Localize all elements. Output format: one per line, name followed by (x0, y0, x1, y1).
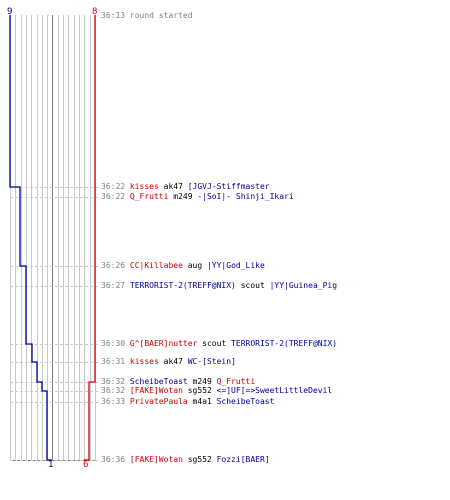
killer-name: kisses (129, 182, 159, 191)
weapon-name: scout (197, 339, 232, 348)
event-time: 36:13 (101, 11, 130, 20)
kill-event: 36:32 [FAKE]Wotan sg552 <=]UF[=>SweetLit… (101, 386, 332, 396)
blue-top-count: 9 (7, 7, 13, 17)
kill-event: 36:30 G^[BAER]nutter scout TERRORIST-2(T… (101, 339, 337, 349)
red-bottom-count: 6 (83, 460, 89, 470)
event-time: 36:22 (101, 182, 130, 191)
kill-event: 36:31 kisses ak47 WC-[Stein] (101, 357, 236, 367)
event-time: 36:32 (101, 377, 130, 386)
killer-name: [FAKE]Wotan (129, 386, 183, 395)
weapon-name: m249 (168, 192, 198, 201)
kill-event: 36:27 TERRORIST-2(TREFF@NIX) scout |YY|G… (101, 281, 337, 291)
round-start-event: 36:13 round started (101, 11, 193, 21)
kill-event: 36:22 Q_Frutti m249 -|SoI|- Shinji_Ikari (101, 192, 294, 202)
weapon-name: aug (182, 261, 207, 270)
red-top-count: 8 (92, 7, 98, 17)
kill-event: 36:33 PrivatePaula m4a1 ScheibeToast (101, 397, 274, 407)
victim-name: TERRORIST-2(TREFF@NIX) (231, 339, 338, 348)
event-time: 36:33 (101, 397, 130, 406)
blue-bottom-count: 1 (48, 460, 54, 470)
event-time: 36:27 (101, 281, 130, 290)
victim-name: |YY|Guinea_Pig (269, 281, 338, 290)
weapon-name: ak47 (158, 357, 188, 366)
victim-name: |YY|God_Like (206, 261, 265, 270)
killer-name: kisses (129, 357, 159, 366)
killer-name: ScheibeToast (129, 377, 188, 386)
killer-name: CC|Killabee (129, 261, 183, 270)
event-time: 36:30 (101, 339, 130, 348)
event-text: round started (129, 11, 193, 20)
kill-event: 36:22 kisses ak47 [JGVJ-Stiffmaster (101, 182, 270, 192)
event-time: 36:26 (101, 261, 130, 270)
weapon-name: scout (235, 281, 270, 290)
weapon-name: ak47 (158, 182, 188, 191)
killer-name: G^[BAER]nutter (129, 339, 198, 348)
killer-name: Q_Frutti (129, 192, 169, 201)
victim-name: ScheibeToast (216, 397, 275, 406)
kill-event: 36:32 ScheibeToast m249 Q_Frutti (101, 377, 255, 387)
event-time: 36:36 (101, 455, 130, 464)
blue-team-alive-line (9, 15, 52, 461)
victim-name: <=]UF[=>SweetLittleDevil (216, 386, 333, 395)
victim-name: -|SoI|- Shinji_Ikari (197, 192, 294, 201)
kill-event: 36:26 CC|Killabee aug |YY|God_Like (101, 261, 265, 271)
victim-name: Q_Frutti (216, 377, 256, 386)
victim-name: WC-[Stein] (187, 357, 236, 366)
victim-name: [JGVJ-Stiffmaster (187, 182, 270, 191)
kill-event: 36:36 [FAKE]Wotan sg552 Fozzi[BAER] (101, 455, 270, 465)
weapon-name: sg552 (182, 455, 217, 464)
event-time: 36:32 (101, 386, 130, 395)
killer-name: PrivatePaula (129, 397, 188, 406)
weapon-name: sg552 (182, 386, 217, 395)
event-time: 36:22 (101, 192, 130, 201)
weapon-name: m4a1 (187, 397, 217, 406)
event-time: 36:31 (101, 357, 130, 366)
killer-name: TERRORIST-2(TREFF@NIX) (129, 281, 236, 290)
killer-name: [FAKE]Wotan (129, 455, 183, 464)
weapon-name: m249 (187, 377, 217, 386)
red-team-alive-line (84, 15, 96, 461)
victim-name: Fozzi[BAER] (216, 455, 270, 464)
